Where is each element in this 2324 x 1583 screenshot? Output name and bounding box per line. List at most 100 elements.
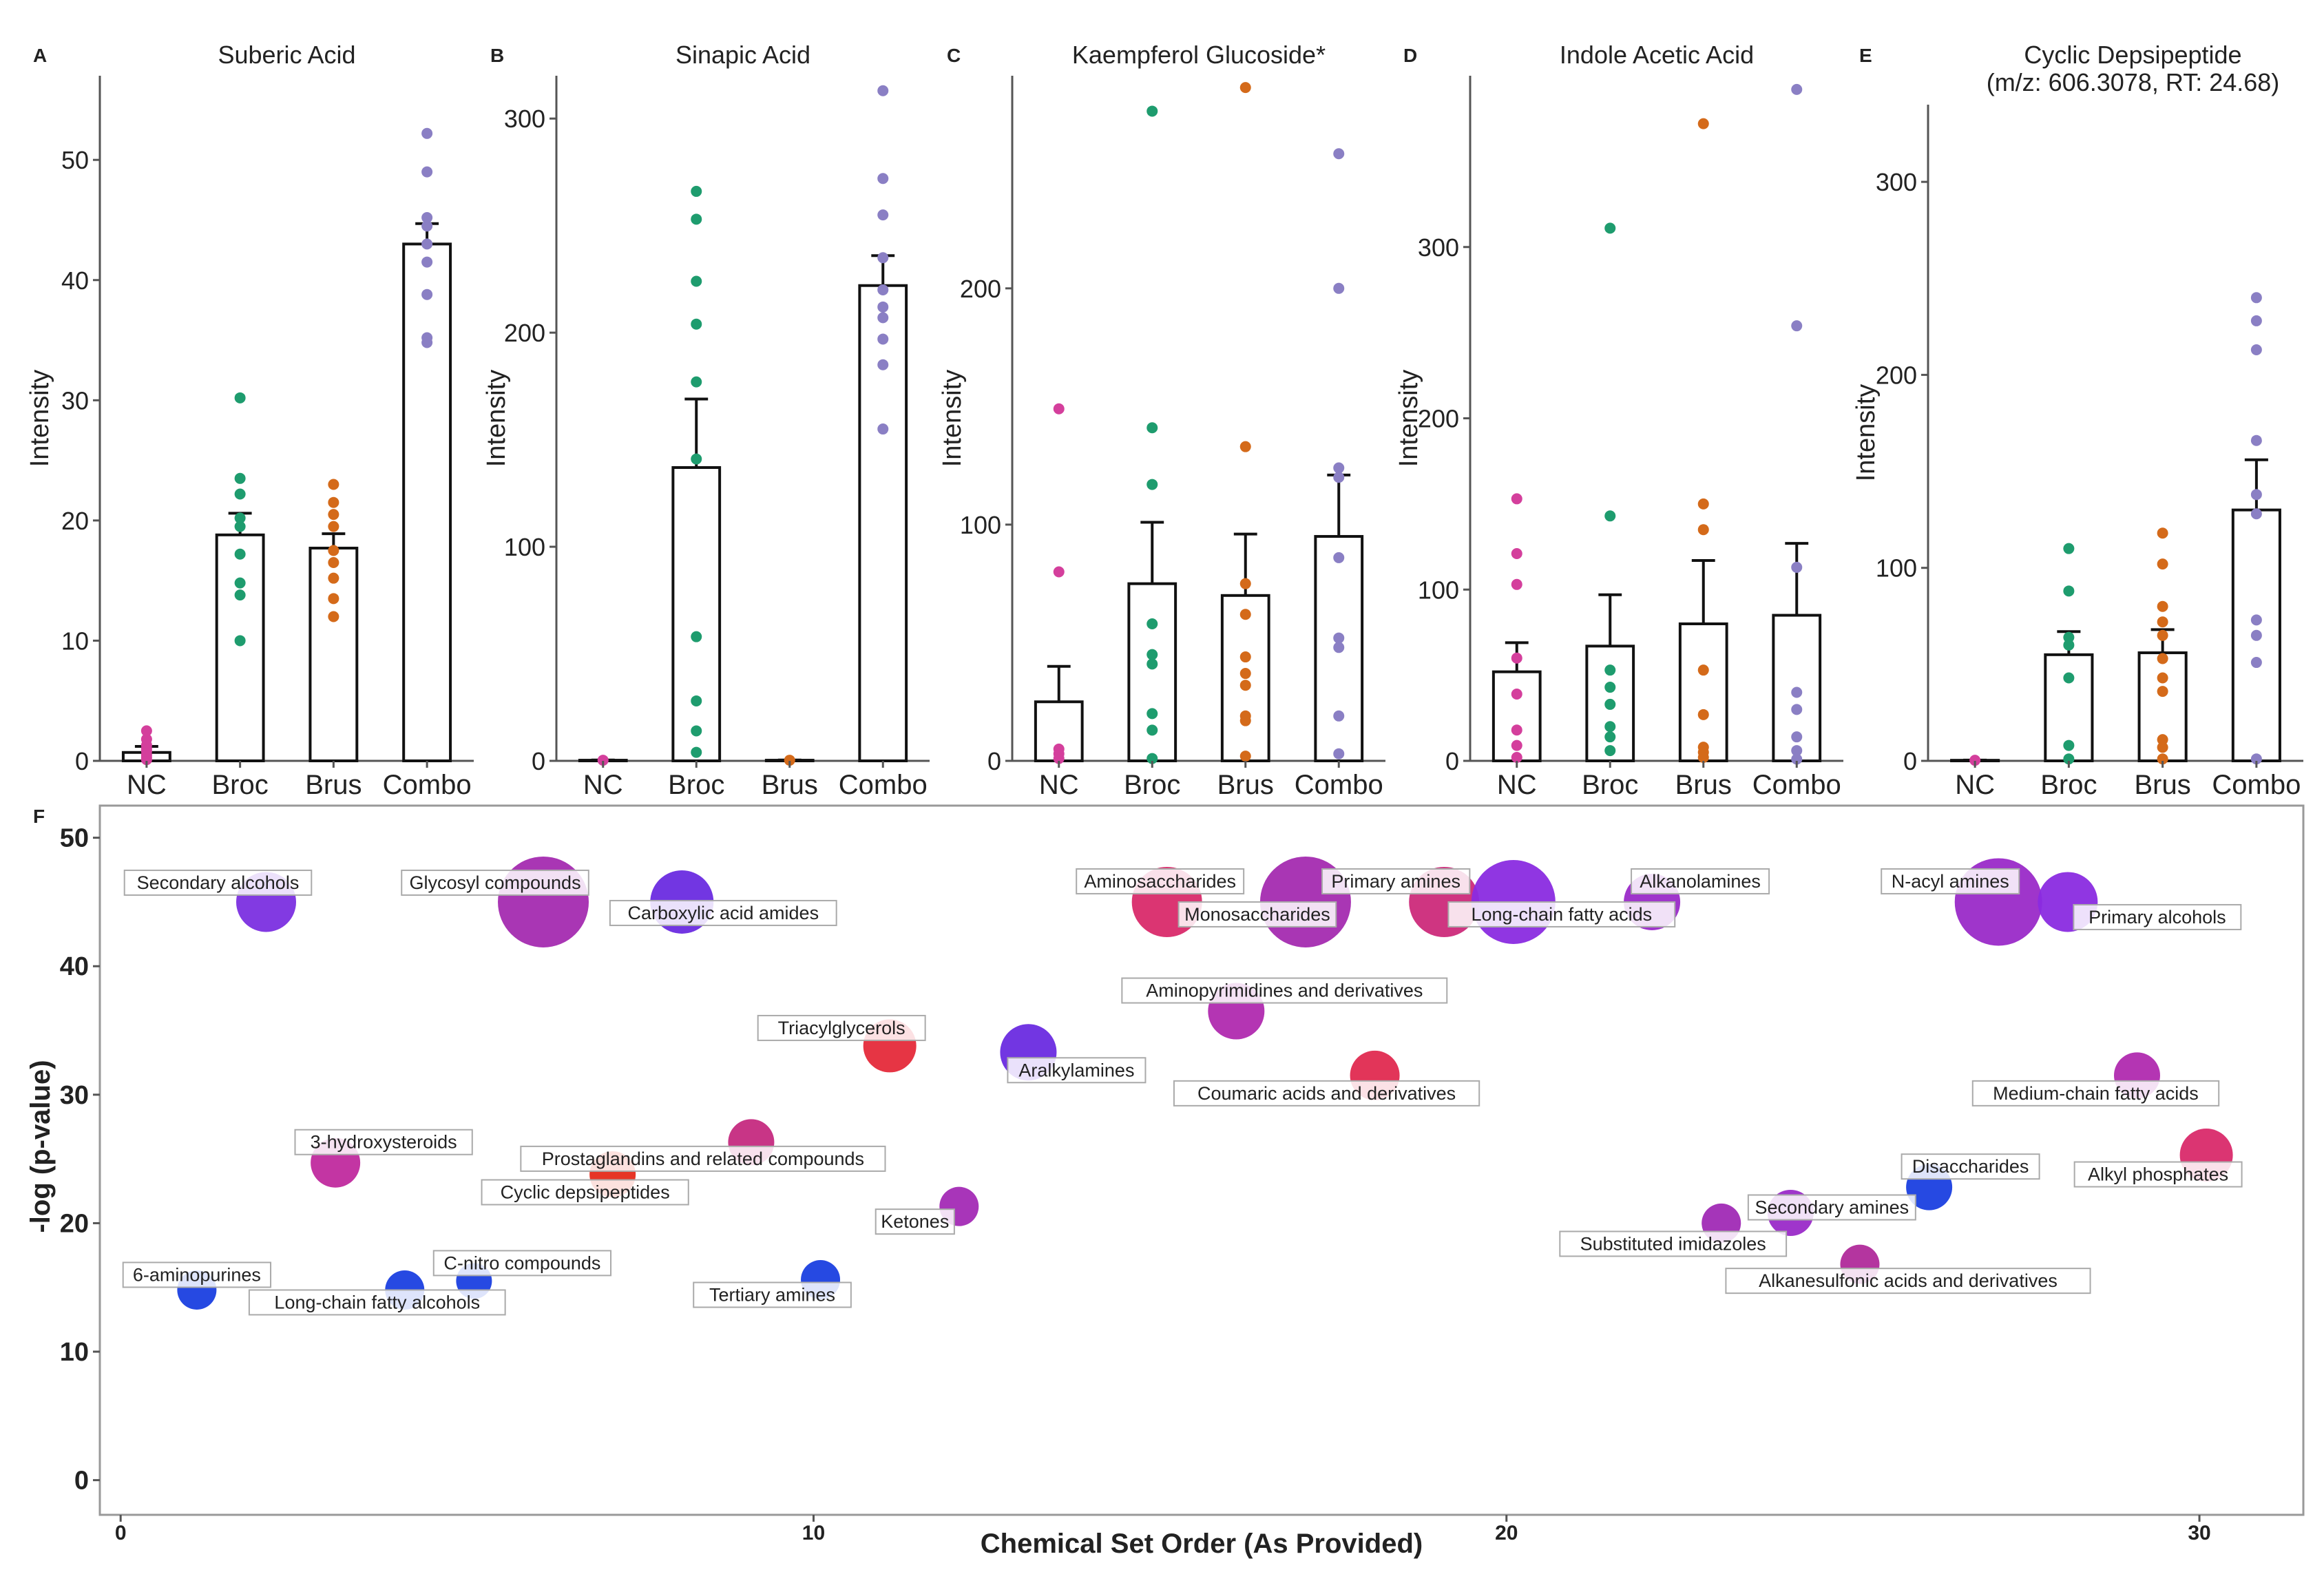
data-point [691, 454, 702, 465]
data-point [691, 747, 702, 758]
y-axis-label: Intensity [938, 370, 967, 468]
bubble-label: Disaccharides [1912, 1156, 2029, 1177]
data-point [691, 377, 702, 388]
data-point [1240, 651, 1251, 662]
data-point [877, 302, 888, 313]
y-axis-label: Intensity [1852, 384, 1881, 482]
data-point [1511, 740, 1522, 751]
bubble-label: Primary alcohols [2089, 907, 2226, 927]
data-point [1240, 82, 1251, 93]
x-tick-label: Brus [1675, 770, 1732, 800]
data-point [877, 284, 888, 295]
data-point [2157, 734, 2168, 745]
y-axis-label: Intensity [482, 370, 511, 468]
data-point [1698, 499, 1709, 510]
bar [673, 468, 720, 761]
y-axis-label: Intensity [25, 370, 54, 468]
y-tick-label: 20 [60, 1209, 89, 1238]
data-point [877, 209, 888, 220]
data-point [2157, 672, 2168, 683]
data-point [1333, 552, 1344, 563]
data-point [1791, 687, 1802, 698]
x-tick-label: NC [1955, 770, 1995, 800]
data-point [1791, 84, 1802, 95]
x-tick-label: 0 [115, 1522, 127, 1544]
bubble-label: Prostaglandins and related compounds [542, 1149, 864, 1169]
data-point [1333, 748, 1344, 759]
x-tick-label: Brus [2135, 770, 2191, 800]
data-point [235, 635, 246, 646]
y-tick-label: 100 [504, 533, 545, 561]
data-point [1604, 731, 1615, 742]
data-point [1054, 403, 1065, 415]
data-point [2157, 686, 2168, 697]
data-point [1333, 642, 1344, 653]
data-point [1240, 668, 1251, 679]
data-point [1333, 472, 1344, 483]
figure-canvas: 01020304050NC Broc Brus ComboSuberic AcidAI… [0, 0, 2324, 1583]
data-point [235, 392, 246, 403]
panel-letter: E [1859, 45, 1872, 66]
data-point [1240, 751, 1251, 762]
bubble-label: Monosaccharides [1184, 904, 1330, 925]
data-point [1147, 708, 1158, 719]
data-point [1147, 618, 1158, 629]
data-point [328, 573, 339, 584]
x-tick-label: NC [583, 770, 623, 800]
panel-letter: C [947, 45, 961, 66]
data-point [1791, 745, 1802, 756]
x-tick-label: Brus [305, 770, 362, 800]
data-point [421, 128, 432, 139]
data-point [2157, 558, 2168, 569]
data-point [1604, 222, 1615, 233]
bubble-label: Alkyl phosphates [2088, 1164, 2228, 1185]
data-point [1791, 320, 1802, 331]
bubble-label: Long-chain fatty acids [1471, 904, 1652, 925]
y-tick-label: 200 [504, 319, 545, 347]
x-tick-label: Broc [668, 770, 724, 800]
data-point [235, 589, 246, 600]
data-point [235, 549, 246, 560]
data-point [1333, 633, 1344, 644]
data-point [1240, 609, 1251, 620]
bubble-label: Tertiary amines [709, 1285, 835, 1306]
data-point [2251, 292, 2262, 303]
bar [859, 286, 906, 761]
y-tick-label: 0 [1903, 747, 1917, 775]
data-point [1698, 664, 1709, 675]
y-tick-label: 100 [1418, 576, 1459, 604]
bubble-label: Primary amines [1331, 871, 1461, 892]
data-point [877, 252, 888, 263]
data-point [421, 289, 432, 300]
data-point [2157, 653, 2168, 664]
y-tick-label: 200 [1418, 405, 1459, 433]
data-point [1147, 649, 1158, 660]
data-point [2251, 344, 2262, 355]
data-point [1604, 510, 1615, 521]
x-tick-label: 10 [802, 1522, 825, 1544]
data-point [2251, 489, 2262, 500]
bubble-label: Coumaric acids and derivatives [1197, 1083, 1456, 1104]
data-point [235, 578, 246, 589]
data-point [691, 276, 702, 287]
x-tick-label: Broc [1124, 770, 1180, 800]
y-tick-label: 100 [960, 511, 1001, 539]
data-point [691, 695, 702, 706]
data-point [1698, 709, 1709, 720]
panel-b: 0 100 200 300 NC Broc Brus Combo Sinapic Acid B In… [482, 41, 930, 800]
y-axis-label: Intensity [1394, 370, 1423, 468]
panel-letter: F [33, 806, 45, 827]
bubble-label: Aminopyrimidines and derivatives [1146, 981, 1423, 1001]
y-tick-label: 10 [60, 1338, 89, 1367]
panel-d: 0100200300NC Broc Brus ComboIndole Acetic A… [1394, 41, 1843, 800]
data-point [1240, 441, 1251, 452]
y-tick-label: 50 [60, 824, 89, 853]
data-point [691, 213, 702, 224]
data-point [691, 319, 702, 330]
data-point [877, 359, 888, 370]
y-tick-label: 10 [61, 627, 89, 655]
data-point [1511, 579, 1522, 590]
data-point [1604, 664, 1615, 675]
y-tick-label: 300 [1418, 233, 1459, 262]
data-point [877, 333, 888, 344]
